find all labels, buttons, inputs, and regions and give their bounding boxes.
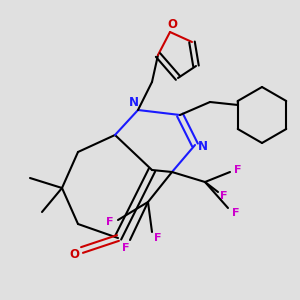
Text: N: N	[198, 140, 208, 154]
Text: F: F	[122, 243, 130, 253]
Text: O: O	[167, 19, 177, 32]
Text: F: F	[220, 191, 228, 201]
Text: F: F	[232, 208, 240, 218]
Text: O: O	[69, 248, 79, 262]
Text: N: N	[129, 95, 139, 109]
Text: F: F	[234, 165, 242, 175]
Text: F: F	[106, 217, 114, 227]
Text: F: F	[154, 233, 162, 243]
